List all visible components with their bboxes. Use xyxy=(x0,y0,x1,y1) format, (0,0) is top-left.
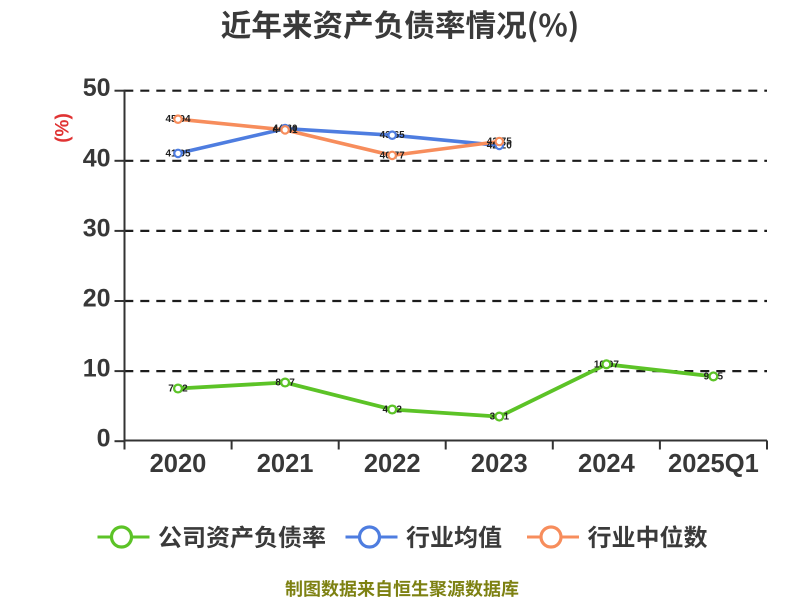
svg-text:20: 20 xyxy=(83,285,111,313)
svg-text:(%): (%) xyxy=(53,113,74,143)
svg-text:2022: 2022 xyxy=(364,450,421,478)
svg-text:30: 30 xyxy=(83,214,111,242)
svg-text:0: 0 xyxy=(97,425,111,453)
svg-text:10: 10 xyxy=(83,355,111,383)
svg-text:2025Q1: 2025Q1 xyxy=(668,450,759,478)
svg-text:40: 40 xyxy=(83,144,111,172)
svg-text:2023: 2023 xyxy=(471,450,528,478)
svg-text:2021: 2021 xyxy=(257,450,314,478)
svg-text:2020: 2020 xyxy=(150,450,207,478)
svg-text:50: 50 xyxy=(83,74,111,102)
svg-text:2024: 2024 xyxy=(578,450,636,478)
